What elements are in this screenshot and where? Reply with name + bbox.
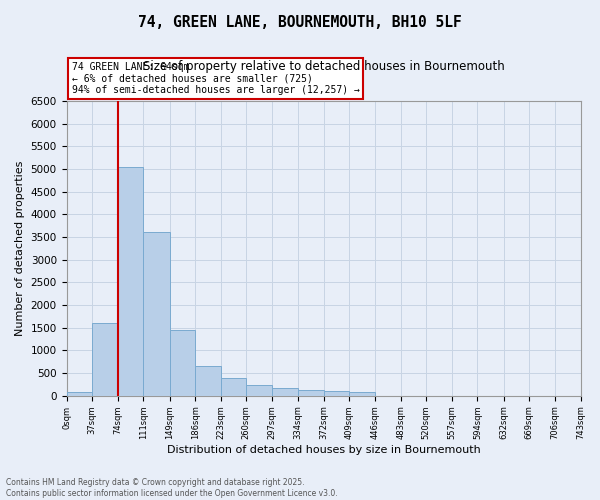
Bar [170, 330, 195, 396]
Bar [143, 232, 170, 396]
Text: Contains HM Land Registry data © Crown copyright and database right 2025.
Contai: Contains HM Land Registry data © Crown c… [6, 478, 338, 498]
Bar [324, 392, 349, 396]
Title: Size of property relative to detached houses in Bournemouth: Size of property relative to detached ho… [143, 60, 505, 74]
X-axis label: Distribution of detached houses by size in Bournemouth: Distribution of detached houses by size … [167, 445, 481, 455]
Bar [195, 366, 221, 396]
Bar [247, 386, 272, 396]
Bar [349, 392, 375, 396]
Bar [221, 378, 247, 396]
Bar [92, 323, 118, 396]
Bar [272, 388, 298, 396]
Bar [118, 166, 143, 396]
Bar [67, 392, 92, 396]
Y-axis label: Number of detached properties: Number of detached properties [15, 160, 25, 336]
Bar [298, 390, 324, 396]
Text: 74, GREEN LANE, BOURNEMOUTH, BH10 5LF: 74, GREEN LANE, BOURNEMOUTH, BH10 5LF [138, 15, 462, 30]
Text: 74 GREEN LANE: 64sqm
← 6% of detached houses are smaller (725)
94% of semi-detac: 74 GREEN LANE: 64sqm ← 6% of detached ho… [71, 62, 359, 95]
